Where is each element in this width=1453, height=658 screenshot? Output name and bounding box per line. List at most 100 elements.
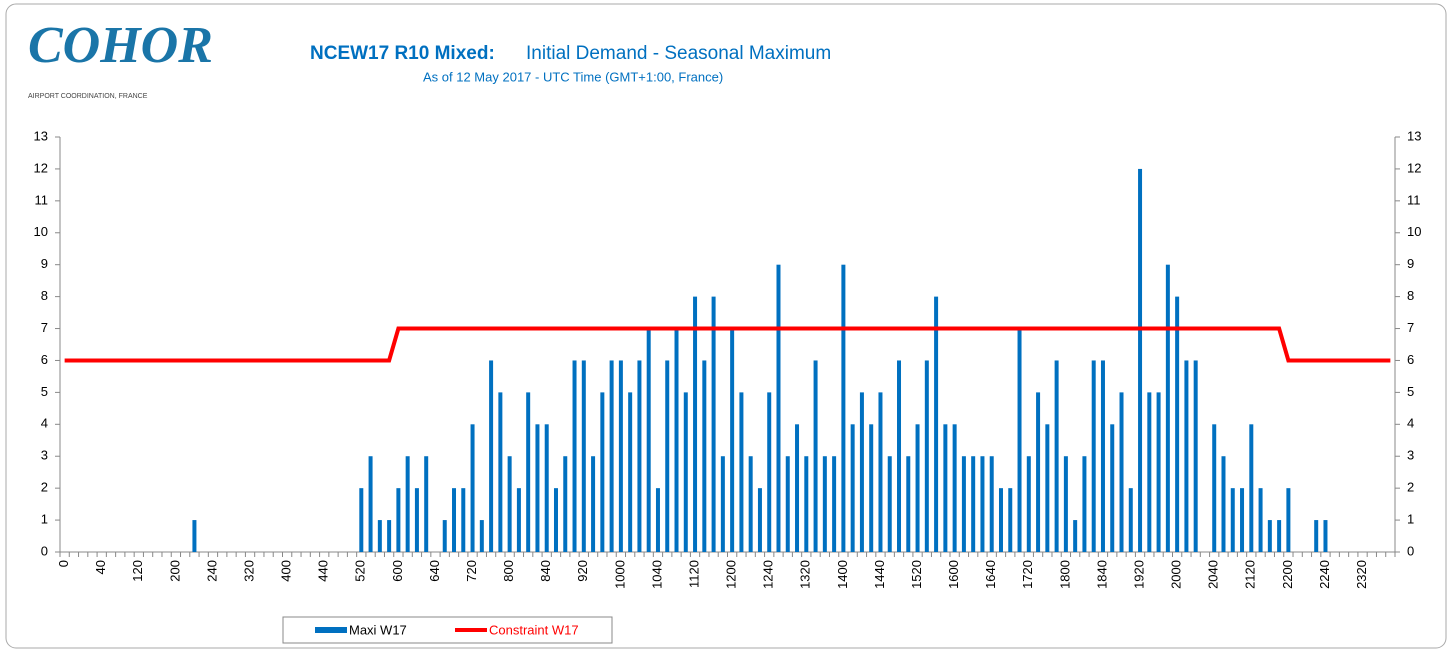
bar bbox=[387, 520, 392, 552]
x-tick-label: 440 bbox=[316, 560, 331, 582]
bar bbox=[1165, 264, 1170, 552]
bar bbox=[1054, 360, 1059, 552]
bar bbox=[1286, 488, 1291, 552]
bar bbox=[795, 424, 800, 552]
bar bbox=[359, 488, 364, 552]
bar bbox=[600, 392, 605, 552]
bar bbox=[1082, 456, 1087, 552]
bar bbox=[683, 392, 688, 552]
x-tick-label: 1800 bbox=[1057, 560, 1072, 589]
x-tick-label: 520 bbox=[353, 560, 368, 582]
bar bbox=[646, 328, 651, 552]
bar bbox=[1017, 328, 1022, 552]
bar bbox=[1240, 488, 1245, 552]
x-tick-label: 1400 bbox=[835, 560, 850, 589]
bar bbox=[813, 360, 818, 552]
bar bbox=[516, 488, 521, 552]
y-tick-label: 7 bbox=[41, 320, 48, 335]
y-tick-label: 10 bbox=[34, 224, 48, 239]
y-tick-label: 2 bbox=[41, 480, 48, 495]
bar bbox=[915, 424, 920, 552]
bar bbox=[989, 456, 994, 552]
y2-tick-label: 9 bbox=[1407, 256, 1414, 271]
y-tick-label: 11 bbox=[35, 192, 49, 207]
bar bbox=[1267, 520, 1272, 552]
bar bbox=[563, 456, 568, 552]
bar bbox=[1184, 360, 1189, 552]
bar bbox=[924, 360, 929, 552]
y-tick-label: 4 bbox=[41, 416, 48, 431]
y-tick-label: 12 bbox=[34, 160, 48, 175]
x-tick-label: 800 bbox=[501, 560, 516, 582]
x-tick-label: 1320 bbox=[798, 560, 813, 589]
bar bbox=[637, 360, 642, 552]
bar bbox=[479, 520, 484, 552]
line bbox=[64, 326, 1391, 363]
x-tick-label: 840 bbox=[538, 560, 553, 582]
x-tick-label: 1520 bbox=[909, 560, 924, 589]
x-tick-label: 40 bbox=[93, 560, 108, 574]
bar bbox=[1212, 424, 1217, 552]
bar bbox=[1008, 488, 1013, 552]
bar bbox=[470, 424, 475, 552]
bar bbox=[618, 360, 623, 552]
y-tick-label: 9 bbox=[41, 256, 48, 271]
bar bbox=[1156, 392, 1161, 552]
frame bbox=[5, 3, 1447, 649]
bar bbox=[961, 456, 966, 552]
bar bbox=[489, 360, 494, 552]
bar bbox=[498, 392, 503, 552]
bar bbox=[1073, 520, 1078, 552]
x-tick-label: 1600 bbox=[946, 560, 961, 589]
bar bbox=[452, 488, 457, 552]
bar bbox=[832, 456, 837, 552]
bar bbox=[572, 360, 577, 552]
bar bbox=[776, 264, 781, 552]
bar bbox=[1091, 360, 1096, 552]
x-tick-label: 1640 bbox=[983, 560, 998, 589]
x-tick-label: 1720 bbox=[1020, 560, 1035, 589]
y2-tick-label: 2 bbox=[1407, 480, 1414, 495]
bar bbox=[952, 424, 957, 552]
x-tick-label: 2240 bbox=[1317, 560, 1332, 589]
y2-tick-label: 3 bbox=[1407, 448, 1414, 463]
bar bbox=[1110, 424, 1115, 552]
y-tick-label: 3 bbox=[41, 448, 48, 463]
bar bbox=[1221, 456, 1226, 552]
x-tick-label: 400 bbox=[279, 560, 294, 582]
bar bbox=[377, 520, 382, 552]
bar bbox=[748, 456, 753, 552]
bar bbox=[859, 392, 864, 552]
x-tick-label: 2120 bbox=[1243, 560, 1258, 589]
x-tick-label: 1200 bbox=[724, 560, 739, 589]
bar bbox=[804, 456, 809, 552]
x-tick-label: 320 bbox=[241, 560, 256, 582]
bar bbox=[368, 456, 373, 552]
x-tick-label: 640 bbox=[427, 560, 442, 582]
bar bbox=[767, 392, 772, 552]
y-tick-label: 5 bbox=[41, 384, 48, 399]
bar bbox=[971, 456, 976, 552]
bar bbox=[1063, 456, 1068, 552]
bar bbox=[841, 264, 846, 552]
bar bbox=[739, 392, 744, 552]
x-tick-label: 600 bbox=[390, 560, 405, 582]
bar bbox=[591, 456, 596, 552]
x-tick-label: 1120 bbox=[686, 560, 701, 588]
x-tick-label: 1240 bbox=[761, 560, 776, 589]
bar bbox=[1100, 360, 1105, 552]
bar bbox=[878, 392, 883, 552]
x-tick-label: 2000 bbox=[1169, 560, 1184, 589]
y-tick-label: 6 bbox=[41, 352, 48, 367]
bar bbox=[1258, 488, 1263, 552]
x-tick-label: 920 bbox=[575, 560, 590, 582]
x-tick-label: 1040 bbox=[649, 560, 664, 589]
x-tick-label: 1000 bbox=[612, 560, 627, 589]
bar bbox=[998, 488, 1003, 552]
y2-tick-label: 5 bbox=[1407, 384, 1414, 399]
bar bbox=[674, 328, 679, 552]
bar bbox=[507, 456, 512, 552]
x-tick-label: 200 bbox=[167, 560, 182, 582]
bar bbox=[711, 296, 716, 552]
